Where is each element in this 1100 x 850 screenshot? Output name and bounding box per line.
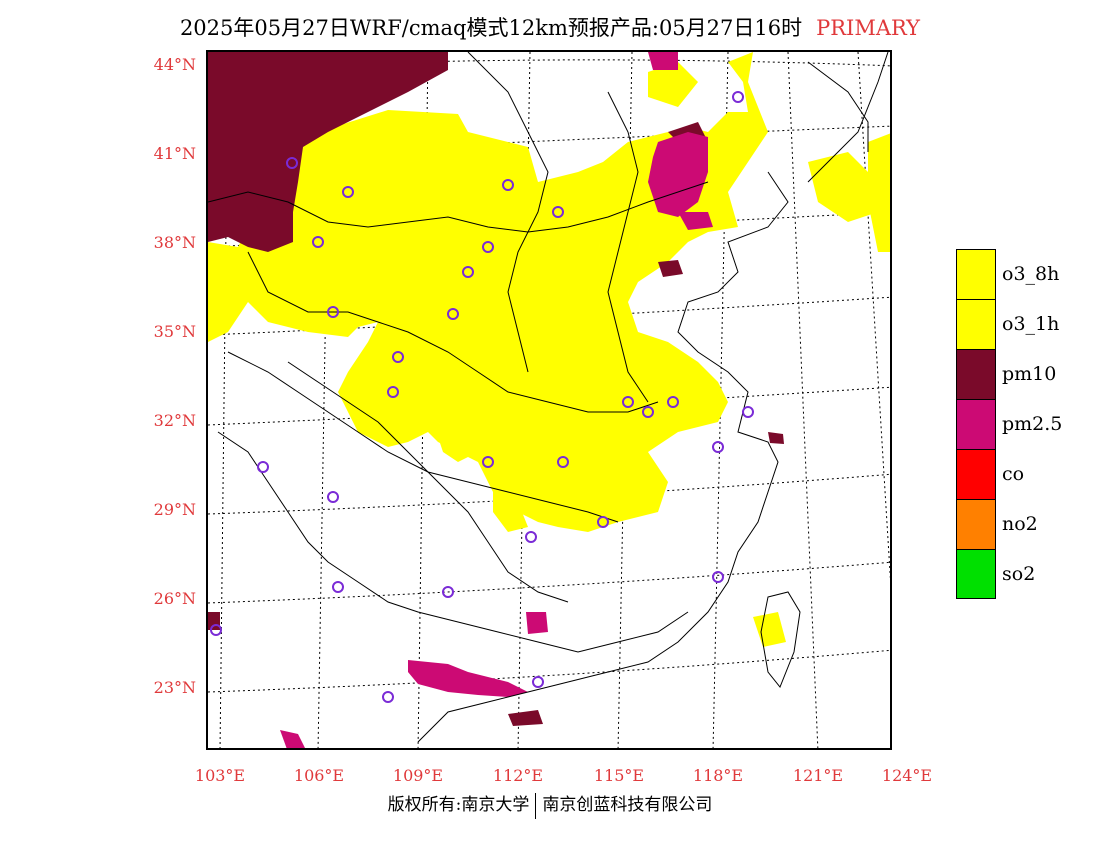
legend-swatch-co <box>956 449 996 499</box>
lon-label-118: 118°E <box>692 766 744 785</box>
lat-label-32: 32°N <box>153 411 196 430</box>
lon-label-109: 109°E <box>392 766 444 785</box>
lat-label-23: 23°N <box>153 678 196 697</box>
legend-swatch-so2 <box>956 549 996 599</box>
legend-item-o3-8h: o3_8h <box>956 249 1096 299</box>
station-markers <box>210 91 754 703</box>
map-panel <box>206 50 892 750</box>
lon-label-103: 103°E <box>194 766 246 785</box>
legend-swatch-o3-8h <box>956 249 996 299</box>
legend-item-so2: so2 <box>956 549 1096 599</box>
legend: o3_8h o3_1h pm10 pm2.5 co no2 so2 <box>956 249 1096 599</box>
legend-label-o3-1h: o3_1h <box>1002 313 1060 335</box>
copyright-footer: 版权所有:南京大学 南京创蓝科技有限公司 <box>0 790 1100 819</box>
legend-item-pm10: pm10 <box>956 349 1096 399</box>
legend-item-co: co <box>956 449 1096 499</box>
lon-label-106: 106°E <box>293 766 345 785</box>
lon-label-124: 124°E <box>881 766 933 785</box>
legend-item-pm25: pm2.5 <box>956 399 1096 449</box>
lat-label-44: 44°N <box>153 55 196 74</box>
legend-label-pm10: pm10 <box>1002 363 1057 385</box>
legend-swatch-pm10 <box>956 349 996 399</box>
copyright-left: 版权所有:南京大学 <box>387 795 530 815</box>
legend-item-no2: no2 <box>956 499 1096 549</box>
primary-tag: PRIMARY <box>816 16 921 40</box>
lon-label-115: 115°E <box>593 766 645 785</box>
legend-swatch-pm25 <box>956 399 996 449</box>
lon-label-121: 121°E <box>792 766 844 785</box>
legend-label-o3-8h: o3_8h <box>1002 263 1060 285</box>
map-canvas <box>208 52 890 748</box>
lat-label-29: 29°N <box>153 500 196 519</box>
boundaries <box>208 52 889 743</box>
legend-label-co: co <box>1002 463 1025 485</box>
legend-swatch-no2 <box>956 499 996 549</box>
lon-label-112: 112°E <box>492 766 544 785</box>
copyright-right: 南京创蓝科技有限公司 <box>542 795 713 815</box>
lat-label-38: 38°N <box>153 233 196 252</box>
lat-label-26: 26°N <box>153 589 196 608</box>
title-text: 2025年05月27日WRF/cmaq模式12km预报产品:05月27日16时 <box>179 16 803 40</box>
map-title: 2025年05月27日WRF/cmaq模式12km预报产品:05月27日16时 P… <box>0 12 1100 42</box>
footer-separator <box>535 792 537 819</box>
lat-label-35: 35°N <box>153 322 196 341</box>
pm25-region <box>280 52 713 748</box>
legend-label-pm25: pm2.5 <box>1002 413 1063 435</box>
legend-label-so2: so2 <box>1002 563 1036 585</box>
legend-swatch-o3-1h <box>956 299 996 349</box>
legend-item-o3-1h: o3_1h <box>956 299 1096 349</box>
lat-label-41: 41°N <box>153 144 196 163</box>
legend-label-no2: no2 <box>1002 513 1038 535</box>
